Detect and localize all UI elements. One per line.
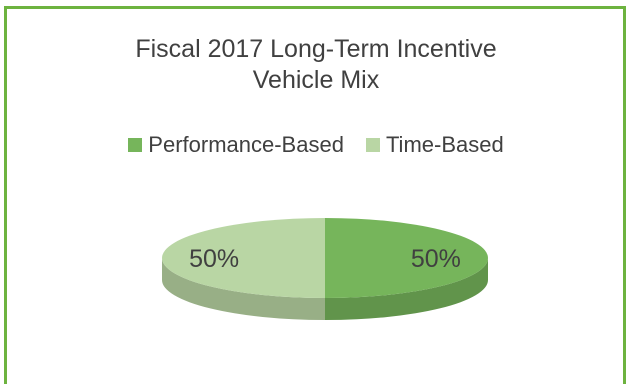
chart-frame: [4, 6, 626, 384]
pie-slice-0: [325, 218, 488, 298]
legend-swatch-time-based: [365, 138, 380, 152]
pie-side-1-0: [162, 258, 325, 320]
legend-label-time-based: Time-Based: [385, 132, 504, 157]
pie-data-label-1: 50%: [189, 245, 239, 273]
pie-slice-1: [162, 218, 325, 298]
chart-title: Fiscal 2017 Long-Term Incentive Vehicle …: [0, 34, 632, 96]
pie-side-0-0: [325, 258, 488, 320]
pie-data-label-0: 50%: [411, 245, 461, 273]
chart-title-line-1: Fiscal 2017 Long-Term Incentive: [135, 35, 497, 63]
chart-legend: Performance-Based Time-Based: [0, 131, 632, 159]
legend-entry-time-based: Time-Based: [365, 132, 504, 158]
legend-entry-performance-based: Performance-Based: [128, 132, 344, 158]
legend-label-performance-based: Performance-Based: [148, 132, 344, 157]
legend-swatch-performance-based: [128, 138, 143, 152]
chart-title-line-2: Vehicle Mix: [252, 66, 380, 94]
